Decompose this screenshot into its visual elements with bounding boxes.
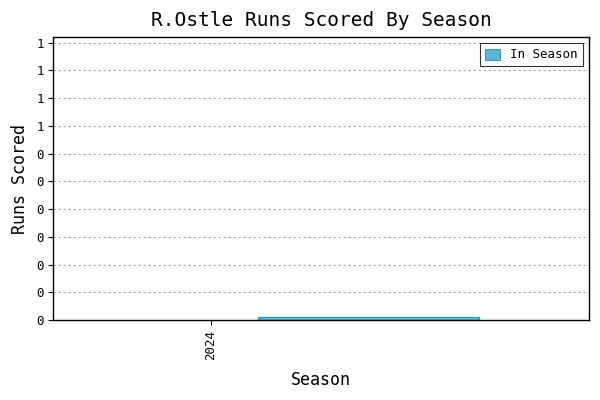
X-axis label: Season: Season <box>291 371 351 389</box>
Title: R.Ostle Runs Scored By Season: R.Ostle Runs Scored By Season <box>151 11 491 30</box>
Legend: In Season: In Season <box>480 44 583 66</box>
Y-axis label: Runs Scored: Runs Scored <box>11 124 29 234</box>
Polygon shape <box>258 317 479 320</box>
